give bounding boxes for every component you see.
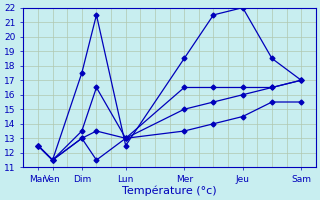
X-axis label: Température (°c): Température (°c): [122, 185, 217, 196]
